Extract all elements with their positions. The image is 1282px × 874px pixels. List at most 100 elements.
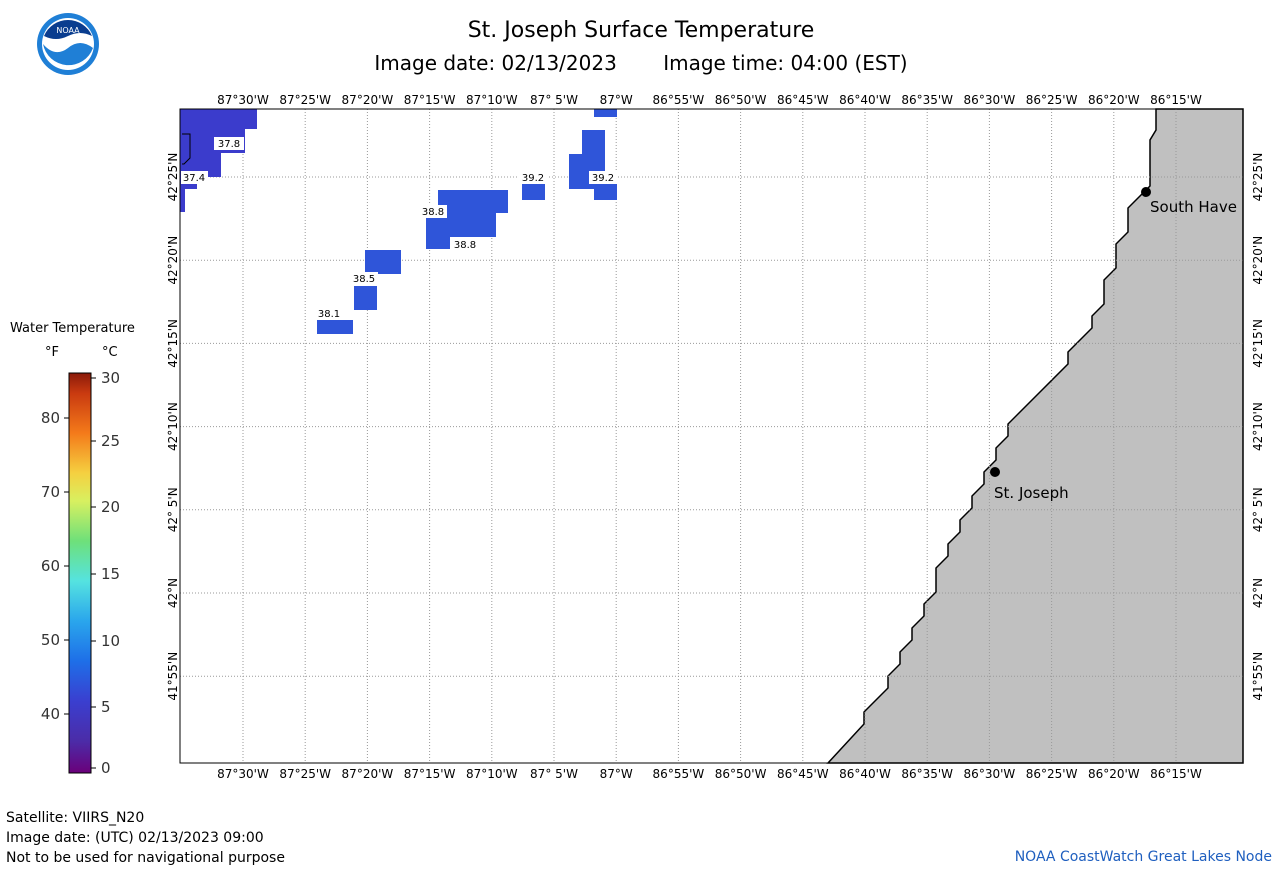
unit-fahrenheit: °F <box>45 345 59 360</box>
city-south-haven: South Have <box>1141 187 1237 216</box>
longitude-label: 87°10'W <box>466 767 518 781</box>
water-cell <box>594 109 617 117</box>
water-cell <box>365 250 401 274</box>
longitude-label: 87°30'W <box>217 767 269 781</box>
fahrenheit-tick-label: 40 <box>41 705 60 723</box>
latitude-label: 42° 5'N <box>166 487 180 532</box>
celsius-tick-label: 20 <box>101 498 120 516</box>
noaa-logo-icon: NOAA <box>37 13 99 75</box>
latitude-label: 42°15'N <box>1251 319 1265 368</box>
footer-info: Satellite: VIIRS_N20 Image date: (UTC) 0… <box>6 808 285 868</box>
longitude-label: 87°10'W <box>466 93 518 107</box>
city-marker-icon <box>990 467 1000 477</box>
longitude-label: 86°20'W <box>1088 767 1140 781</box>
map-subtitle: Image date: 02/13/2023 Image time: 04:00… <box>0 51 1282 75</box>
temp-label: 39.2 <box>522 173 544 184</box>
longitude-label: 87°20'W <box>342 767 394 781</box>
celsius-tick-label: 30 <box>101 369 120 387</box>
color-bar <box>68 372 92 774</box>
longitude-label: 87°W <box>600 93 633 107</box>
logo-text: NOAA <box>56 26 80 35</box>
city-st-joseph: St. Joseph <box>990 467 1069 502</box>
temp-label: 37.4 <box>183 173 205 184</box>
land-region <box>826 108 1244 764</box>
temp-label: 38.8 <box>454 240 476 251</box>
longitude-label: 86°25'W <box>1026 93 1078 107</box>
image-time: Image time: 04:00 (EST) <box>663 51 908 75</box>
latitude-label: 41°55'N <box>166 652 180 701</box>
city-marker-icon <box>1141 187 1151 197</box>
latitude-label: 42°N <box>166 578 180 608</box>
utc-date: Image date: (UTC) 02/13/2023 09:00 <box>6 830 264 846</box>
water-cell <box>438 190 508 213</box>
celsius-tick-label: 10 <box>101 632 120 650</box>
latitude-labels-right: 42°25'N 42°20'N 42°15'N 42°10'N 42° 5'N 42°N 4… <box>1251 153 1265 701</box>
latitude-label: 42°25'N <box>1251 153 1265 202</box>
temp-label: 38.1 <box>318 309 340 320</box>
celsius-tick-label: 25 <box>101 432 120 450</box>
longitude-label: 86°30'W <box>964 93 1016 107</box>
longitude-label: 86°40'W <box>839 93 891 107</box>
temp-label: 37.8 <box>218 139 240 150</box>
latitude-label: 42°10'N <box>1251 402 1265 451</box>
credit-text: NOAA CoastWatch Great Lakes Node <box>1014 849 1272 865</box>
latitude-labels-left: 42°25'N 42°20'N 42°15'N 42°10'N 42° 5'N 42°N 4… <box>166 153 180 701</box>
city-label: South Have <box>1150 198 1237 216</box>
water-cell <box>317 320 353 334</box>
fahrenheit-tick-label: 70 <box>41 483 60 501</box>
map-title: St. Joseph Surface Temperature <box>467 18 815 43</box>
longitude-label: 87°25'W <box>279 93 331 107</box>
longitude-label: 86°30'W <box>964 767 1016 781</box>
longitude-labels-top: 87°30'W 87°25'W 87°20'W 87°15'W 87°10'W 87° 5… <box>217 93 1202 107</box>
longitude-label: 87°20'W <box>342 93 394 107</box>
celsius-tick-label: 5 <box>101 698 111 716</box>
longitude-label: 87°W <box>600 767 633 781</box>
image-date: Image date: 02/13/2023 <box>374 51 617 75</box>
longitude-label: 86°45'W <box>777 767 829 781</box>
longitude-label: 86°55'W <box>653 767 705 781</box>
graticule <box>180 109 1243 763</box>
longitude-label: 87°15'W <box>404 93 456 107</box>
longitude-label: 86°45'W <box>777 93 829 107</box>
longitude-label: 86°40'W <box>839 767 891 781</box>
city-label: St. Joseph <box>994 484 1069 502</box>
latitude-label: 42°15'N <box>166 319 180 368</box>
latitude-label: 42° 5'N <box>1251 487 1265 532</box>
longitude-label: 87°15'W <box>404 767 456 781</box>
water-cell <box>522 184 545 200</box>
legend-title: Water Temperature <box>10 321 135 336</box>
longitude-label: 86°50'W <box>715 93 767 107</box>
longitude-label: 87°30'W <box>217 93 269 107</box>
latitude-label: 42°20'N <box>166 236 180 285</box>
temp-label: 38.5 <box>353 274 375 285</box>
longitude-label: 87°25'W <box>279 767 331 781</box>
fahrenheit-tick-label: 80 <box>41 409 60 427</box>
temperature-labels: 37.8 37.4 39.2 39.2 38.8 38.8 38.5 38.1 <box>181 137 617 320</box>
satellite-info: Satellite: VIIRS_N20 <box>6 810 145 826</box>
longitude-label: 86°35'W <box>901 767 953 781</box>
water-cell <box>594 184 617 200</box>
longitude-label: 86°20'W <box>1088 93 1140 107</box>
latitude-label: 42°25'N <box>166 153 180 202</box>
longitude-label: 86°15'W <box>1150 93 1202 107</box>
water-cell <box>354 286 377 310</box>
water-cell <box>180 109 257 212</box>
temp-label: 38.8 <box>422 207 444 218</box>
latitude-label: 42°N <box>1251 578 1265 608</box>
unit-celsius: °C <box>102 345 118 360</box>
latitude-label: 42°10'N <box>166 402 180 451</box>
longitude-label: 86°15'W <box>1150 767 1202 781</box>
fahrenheit-tick-label: 50 <box>41 631 60 649</box>
longitude-label: 86°55'W <box>653 93 705 107</box>
longitude-label: 87° 5'W <box>530 93 578 107</box>
fahrenheit-tick-label: 60 <box>41 557 60 575</box>
temp-label: 39.2 <box>592 173 614 184</box>
longitude-label: 86°25'W <box>1026 767 1078 781</box>
longitude-label: 86°35'W <box>901 93 953 107</box>
latitude-label: 42°20'N <box>1251 236 1265 285</box>
celsius-tick-label: 0 <box>101 759 111 777</box>
latitude-label: 41°55'N <box>1251 652 1265 701</box>
longitude-label: 86°50'W <box>715 767 767 781</box>
